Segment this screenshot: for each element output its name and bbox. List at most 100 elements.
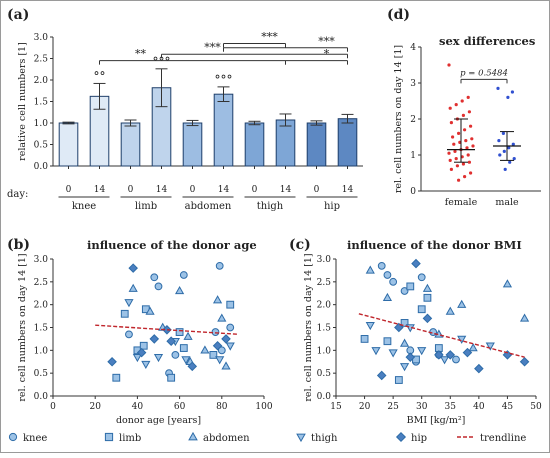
panel-c-point-hip <box>519 356 530 367</box>
panel-c-point-thigh <box>388 349 398 358</box>
panel-a-y-tick-label: 3.0 <box>34 33 49 43</box>
sex-point-male <box>497 139 501 143</box>
panel-b-label: (b) <box>7 237 30 253</box>
panel-c-point-thigh <box>371 347 381 356</box>
sex-point-male <box>496 86 500 90</box>
panel-a-y-tick-label: 1.5 <box>34 98 49 108</box>
panel-c-point-thigh <box>365 321 375 331</box>
bar-thigh-day-0 <box>244 122 265 167</box>
panel-c-point-knee <box>452 355 460 364</box>
panel-b-point-knee <box>226 323 235 332</box>
panel-b-point-hip <box>212 340 223 351</box>
panel-c-x-tick-label: 40 <box>473 402 485 412</box>
sex-point-female <box>467 110 471 114</box>
panel-b-point-thigh <box>141 360 151 369</box>
panel-b-point-hip <box>187 361 198 372</box>
legend-swatch-abdomen <box>188 431 198 441</box>
legend-label-knee: knee <box>23 433 47 444</box>
bar-hip-day-0 <box>306 122 327 167</box>
panel-b-point-hip <box>107 356 117 367</box>
panel-b-point-hip <box>166 336 176 346</box>
panel-a-y-tick-label: 0.0 <box>34 162 49 172</box>
panel-c-point-limb <box>360 335 369 343</box>
sex-point-male <box>503 167 507 171</box>
panel-d-label: (d) <box>387 7 410 23</box>
panel-a-label: (a) <box>7 7 29 23</box>
panel-c-x-tick-label: 20 <box>359 402 371 412</box>
panel-b-point-thigh <box>124 299 134 308</box>
group-label-knee: knee <box>72 201 96 212</box>
panel-b-y-axis-label: rel. cell numbers on day 14 [1] <box>17 253 28 401</box>
panel-c-point-limb <box>394 376 403 384</box>
panel-b-y-tick-label: 1.0 <box>34 346 49 356</box>
panel-b-point-abdomen <box>175 286 185 295</box>
panel-c-point-hip <box>445 350 456 360</box>
panel-c-x-tick-label: 45 <box>502 402 514 412</box>
sex-point-female <box>449 121 453 125</box>
sex-point-female <box>464 139 468 143</box>
panel-b-point-limb <box>167 373 176 382</box>
panel-c-point-thigh <box>417 347 427 356</box>
degree-annotation: °° <box>94 69 106 83</box>
panel-c-point-thigh <box>439 356 450 365</box>
panel-c-point-abdomen <box>365 265 375 274</box>
sex-point-female <box>452 142 456 146</box>
sex-point-female <box>451 135 455 139</box>
legend-swatch-knee <box>8 432 18 442</box>
group-label-thigh: thigh <box>257 201 284 212</box>
sex-point-female <box>471 144 475 148</box>
panel-c-y-tick-label: 1.5 <box>317 324 332 334</box>
panel-d-title: sex differences <box>439 34 535 48</box>
panel-b-point-limb <box>179 344 188 352</box>
significance-label: *** <box>204 41 221 54</box>
panel-b-point-limb <box>175 328 184 336</box>
bar-abdomen-day-14 <box>213 93 234 167</box>
panel-c-point-limb <box>423 293 432 302</box>
legend-label-trendline: trendline <box>480 433 526 444</box>
sex-point-male <box>510 90 514 94</box>
legend-label-limb: limb <box>119 433 141 444</box>
panel-b-x-tick-label: 0 <box>50 402 56 412</box>
panel-b-title: influence of the donor age <box>87 238 257 252</box>
x-tick-day-label: 0 <box>314 185 320 195</box>
group-label-hip: hip <box>324 201 340 212</box>
panel-b-point-thigh <box>215 356 225 365</box>
panel-c-point-abdomen <box>502 279 513 288</box>
panel-b-x-tick-label: 80 <box>216 402 228 412</box>
panel-c-point-abdomen <box>445 306 455 315</box>
sex-point-female <box>463 128 467 132</box>
panel-c-point-hip <box>434 350 444 360</box>
bar-thigh-day-14 <box>275 119 296 167</box>
panel-c-y-tick-label: 3.0 <box>317 255 332 265</box>
sex-point-female <box>454 157 458 161</box>
panel-b-y-tick-label: 0.5 <box>34 369 49 379</box>
significance-label: * <box>324 48 330 61</box>
panel-b-x-tick-label: 40 <box>132 402 144 412</box>
bar-limb-day-0 <box>120 122 141 167</box>
sex-point-female <box>469 124 473 128</box>
degree-annotation: °°° <box>215 73 233 87</box>
sex-point-male <box>508 160 512 164</box>
panel-c-x-tick-label: 30 <box>416 402 428 412</box>
panel-b-point-hip <box>221 334 231 344</box>
sex-point-female <box>470 137 474 141</box>
pvalue-label: p = 0.5484 <box>460 68 508 78</box>
panel-c-point-thigh <box>399 363 410 372</box>
panel-d-y-tick-label: 2 <box>410 115 416 125</box>
panel-c-point-hip <box>411 258 421 269</box>
legend-swatch-limb <box>104 432 114 442</box>
panel-c-y-axis-label: rel. cell numbers on day 14 [1] <box>303 253 314 401</box>
panel-c-label: (c) <box>289 237 311 253</box>
x-tick-day-label: 14 <box>94 185 106 195</box>
panel-c-y-tick-label: 0.5 <box>317 369 332 379</box>
panel-b-x-tick-label: 20 <box>89 402 101 412</box>
panel-c-point-knee <box>377 261 386 270</box>
panel-c-point-limb <box>406 282 415 291</box>
panel-b-point-knee <box>179 271 188 279</box>
significance-label: *** <box>318 35 335 48</box>
legend-label-abdomen: abdomen <box>203 433 250 444</box>
degree-annotation: °°° <box>153 55 171 69</box>
panel-c-point-hip <box>474 363 484 374</box>
panel-a-y-tick-label: 0.5 <box>34 141 49 151</box>
